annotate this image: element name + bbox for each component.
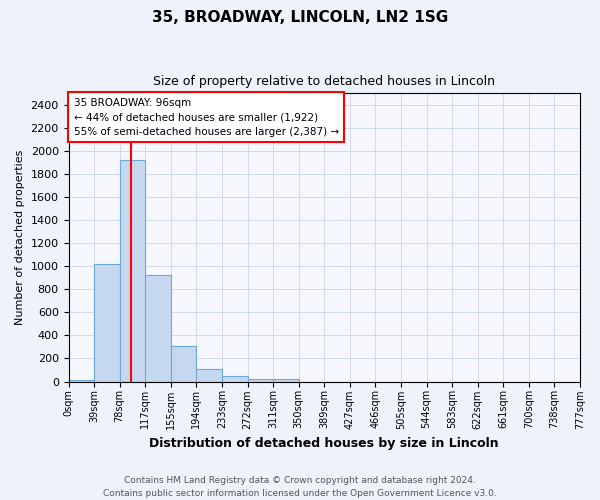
- Bar: [68, 380, 94, 382]
- Bar: [94, 264, 119, 382]
- Bar: [171, 346, 196, 382]
- Bar: [119, 160, 145, 382]
- Bar: [273, 378, 299, 382]
- Bar: [196, 369, 222, 382]
- Text: Contains HM Land Registry data © Crown copyright and database right 2024.
Contai: Contains HM Land Registry data © Crown c…: [103, 476, 497, 498]
- X-axis label: Distribution of detached houses by size in Lincoln: Distribution of detached houses by size …: [149, 437, 499, 450]
- Text: 35 BROADWAY: 96sqm
← 44% of detached houses are smaller (1,922)
55% of semi-deta: 35 BROADWAY: 96sqm ← 44% of detached hou…: [74, 98, 339, 138]
- Y-axis label: Number of detached properties: Number of detached properties: [15, 150, 25, 325]
- Bar: [248, 378, 273, 382]
- Bar: [222, 376, 248, 382]
- Text: 35, BROADWAY, LINCOLN, LN2 1SG: 35, BROADWAY, LINCOLN, LN2 1SG: [152, 10, 448, 25]
- Title: Size of property relative to detached houses in Lincoln: Size of property relative to detached ho…: [153, 75, 495, 88]
- Bar: [145, 276, 171, 382]
